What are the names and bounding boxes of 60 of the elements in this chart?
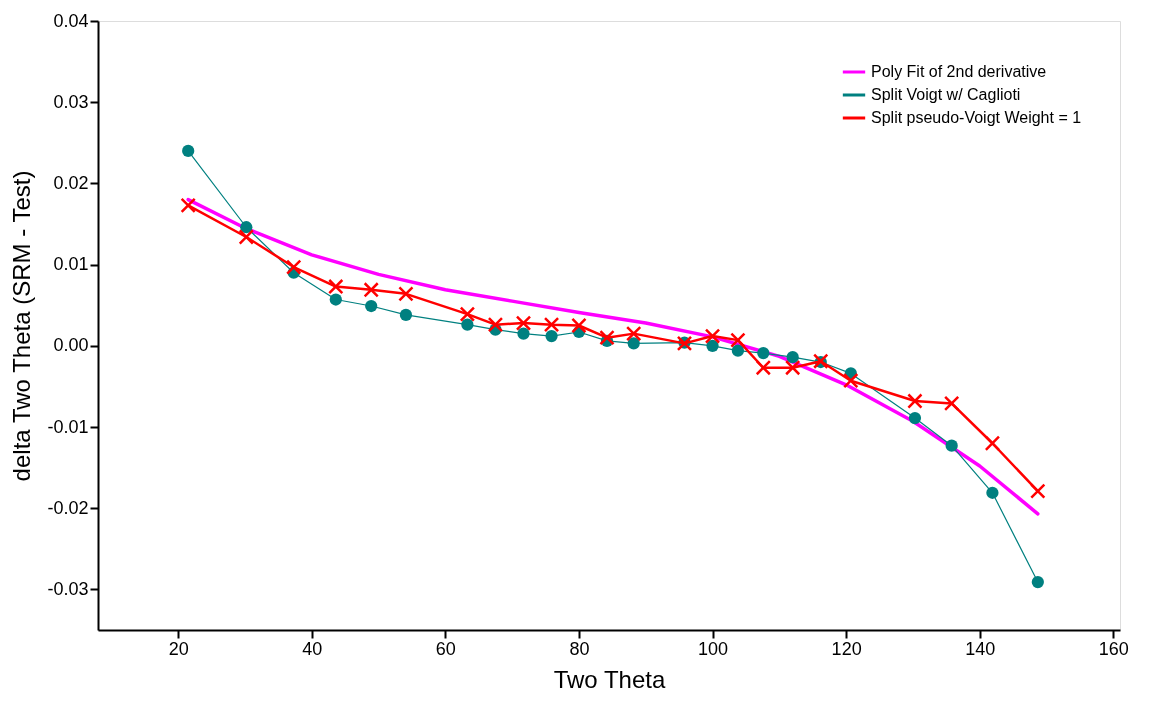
- point: [843, 372, 859, 389]
- point: [730, 332, 746, 348]
- y-tick-label: -0.01: [47, 416, 89, 437]
- point: [627, 337, 640, 350]
- point: [517, 327, 530, 340]
- point: [180, 197, 196, 214]
- point: [757, 347, 770, 360]
- y-tick-label: 0.00: [53, 335, 89, 356]
- point: [731, 344, 745, 357]
- point: [571, 317, 587, 334]
- point: [986, 486, 999, 499]
- x-tick-label: 100: [698, 638, 729, 659]
- y-axis-title: delta Two Theta (SRM - Test): [8, 170, 36, 482]
- x-tick-label: 160: [1098, 638, 1129, 659]
- legend-label: Poly Fit of 2nd derivative: [871, 63, 1047, 80]
- point: [625, 325, 642, 342]
- x-tick-label: 60: [435, 638, 456, 659]
- point: [329, 293, 342, 306]
- point: [786, 351, 799, 364]
- y-tick-label: 0.04: [53, 10, 89, 31]
- point: [755, 359, 772, 376]
- point: [945, 439, 958, 452]
- y-tick-label: -0.03: [47, 578, 89, 599]
- point: [943, 395, 960, 412]
- x-tick-label: 40: [302, 638, 323, 659]
- x-tick-label: 140: [965, 638, 996, 659]
- point: [784, 359, 801, 376]
- point: [545, 329, 558, 343]
- point: [706, 339, 719, 352]
- point: [487, 316, 504, 333]
- legend-label: Split Voigt w/ Caglioti: [871, 86, 1021, 103]
- point: [908, 411, 922, 425]
- point: [328, 278, 344, 295]
- point: [1030, 483, 1046, 499]
- x-tick-label: 80: [569, 638, 590, 659]
- y-tick-label: 0.03: [53, 91, 89, 112]
- y-tick-label: 0.02: [53, 172, 89, 193]
- point: [238, 229, 255, 245]
- x-axis-title: Two Theta: [553, 665, 666, 693]
- x-tick-label: 120: [831, 638, 862, 659]
- point: [285, 259, 302, 275]
- point: [363, 282, 379, 298]
- point: [398, 286, 414, 302]
- point: [459, 306, 476, 322]
- point: [1031, 575, 1044, 589]
- point: [543, 316, 560, 333]
- point: [704, 328, 721, 344]
- point: [240, 221, 253, 234]
- y-tick-label: 0.01: [53, 254, 89, 275]
- point: [515, 315, 532, 331]
- point: [182, 144, 195, 158]
- point: [365, 299, 378, 313]
- point: [984, 435, 1001, 452]
- point: [907, 393, 923, 409]
- point: [399, 308, 413, 322]
- legend-label: Split pseudo-Voigt Weight = 1: [871, 109, 1082, 126]
- y-tick-label: -0.02: [47, 497, 89, 518]
- point: [599, 329, 615, 346]
- x-tick-label: 20: [168, 638, 189, 659]
- point: [461, 318, 474, 331]
